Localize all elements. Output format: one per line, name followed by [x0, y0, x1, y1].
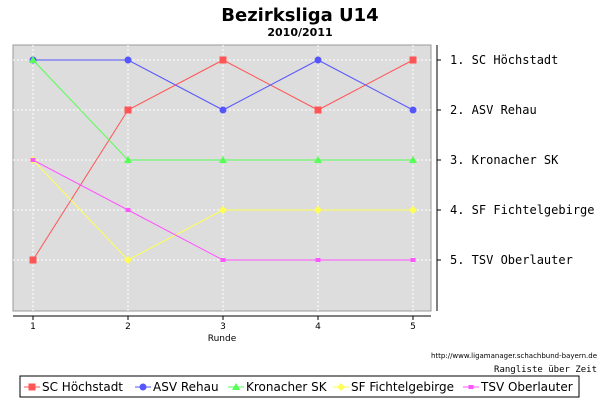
x-tick-label: 2: [125, 322, 131, 332]
data-point: [314, 156, 322, 163]
rank-axis: 1. SC Höchstadt 2. ASV Rehau 3. Kronacher …: [436, 45, 595, 311]
data-point: [219, 106, 227, 114]
data-point: [29, 256, 37, 264]
data-point: [220, 258, 226, 262]
data-point: [409, 106, 417, 114]
data-point: [409, 156, 417, 163]
chart-title: Bezirksliga U14: [221, 5, 378, 26]
data-point: [124, 106, 132, 114]
data-point: [124, 56, 132, 64]
data-point: [219, 56, 227, 64]
legend-label: SF Fichtelgebirge: [351, 380, 454, 394]
x-tick-label: 5: [410, 322, 416, 332]
data-point: [124, 256, 132, 264]
legend-marker: [232, 383, 240, 390]
x-tick-label: 3: [220, 322, 226, 332]
rank-label: 4. SF Fichtelgebirge: [450, 203, 595, 217]
data-point: [409, 56, 417, 64]
rank-label: 1. SC Höchstadt: [450, 53, 558, 67]
x-tick-label: 4: [315, 322, 321, 332]
x-tick-label: 1: [30, 322, 36, 332]
legend-marker: [337, 383, 345, 391]
legend-marker: [139, 383, 147, 391]
x-axis: 1 2 3 4 5: [13, 315, 431, 332]
legend-label: SC Höchstadt: [42, 380, 123, 394]
x-axis-label: Runde: [208, 334, 237, 344]
data-point: [124, 156, 132, 163]
data-point: [314, 56, 322, 64]
legend-box: [19, 375, 580, 398]
data-point: [410, 258, 416, 262]
data-point: [219, 156, 227, 163]
chart-subtitle: 2010/2011: [267, 26, 332, 39]
source-url: http://www.ligamanager.schachbund-bayern…: [431, 352, 597, 360]
plot-area: [12, 44, 432, 312]
legend-marker: [468, 385, 474, 389]
chart-caption: Rangliste über Zeit: [494, 365, 597, 375]
legend-label: TSV Oberlauter: [480, 380, 573, 394]
rank-label: 2. ASV Rehau: [450, 103, 537, 117]
data-point: [314, 206, 322, 214]
rank-label: 5. TSV Oberlauter: [450, 253, 573, 267]
series-markers: [29, 56, 417, 264]
data-point: [314, 106, 322, 114]
legend-marker: [28, 383, 36, 391]
data-point: [219, 206, 227, 214]
rank-label: 3. Kronacher SK: [450, 153, 559, 167]
legend: SC Höchstadt ASV Rehau Kronacher SK SF Fich…: [24, 380, 573, 394]
data-point: [315, 258, 321, 262]
legend-label: Kronacher SK: [246, 380, 328, 394]
data-point: [29, 56, 37, 63]
data-point: [409, 206, 417, 214]
data-point: [125, 208, 131, 212]
data-point: [30, 158, 36, 162]
legend-label: ASV Rehau: [153, 380, 219, 394]
